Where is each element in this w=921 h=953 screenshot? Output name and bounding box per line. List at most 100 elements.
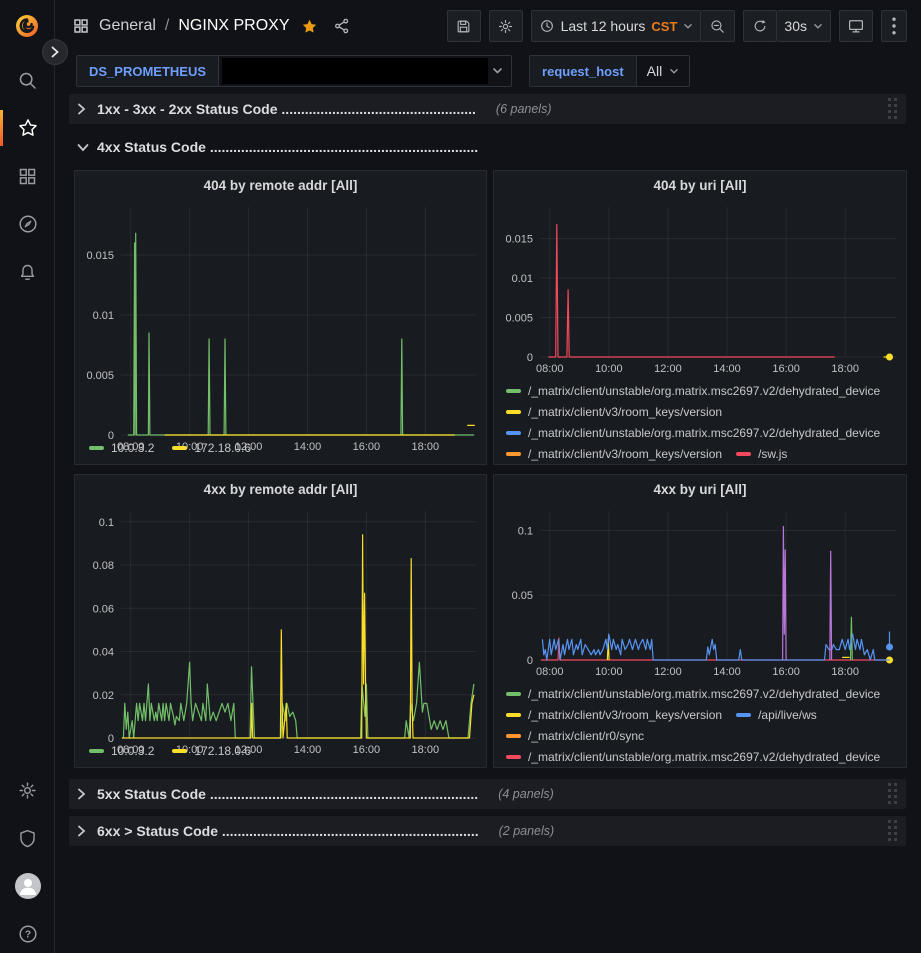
- legend-item[interactable]: /_matrix/client/unstable/org.matrix.msc2…: [506, 683, 880, 704]
- panel-title[interactable]: 4xx by remote addr [All]: [203, 481, 358, 497]
- save-icon: [457, 20, 470, 32]
- chevron-down-icon: [684, 23, 693, 29]
- variable-host-value-dropdown[interactable]: All: [636, 55, 691, 87]
- variable-ds-label[interactable]: DS_PROMETHEUS: [76, 55, 220, 87]
- legend-color-swatch: [736, 712, 752, 717]
- chevron-down-icon: [493, 68, 502, 74]
- legend-item[interactable]: /_matrix/client/unstable/org.matrix.msc2…: [506, 380, 880, 401]
- legend-item[interactable]: 10.0.3.2: [89, 437, 154, 458]
- share-icon[interactable]: [333, 17, 351, 35]
- svg-text:16:00: 16:00: [353, 744, 381, 756]
- sidebar-item-alerting[interactable]: [0, 250, 55, 294]
- row-title: 4xx Status Code ........................…: [97, 139, 479, 155]
- more-options-button[interactable]: [881, 10, 907, 42]
- sidebar-expand-button[interactable]: [42, 39, 68, 65]
- row-5xx[interactable]: 5xx Status Code ........................…: [69, 779, 906, 809]
- svg-text:12:00: 12:00: [235, 744, 263, 756]
- breadcrumb-separator: /: [164, 17, 170, 34]
- panel-title[interactable]: 4xx by uri [All]: [653, 481, 747, 497]
- compass-icon: [18, 215, 37, 233]
- row-drag-handle[interactable]: [888, 98, 902, 120]
- legend-item[interactable]: /_matrix/client/v3/room_keys/version: [506, 443, 722, 464]
- variable-ds-value-dropdown[interactable]: [219, 55, 513, 87]
- redacted-datasource-value: [222, 58, 489, 84]
- sidebar-item-profile[interactable]: [0, 864, 55, 908]
- row-drag-handle[interactable]: [888, 820, 902, 842]
- legend-label: 172.18.0.6: [194, 440, 252, 455]
- row-panel-count: (2 panels): [498, 824, 555, 838]
- svg-text:14:00: 14:00: [713, 363, 741, 375]
- legend-item[interactable]: 172.18.0.6: [172, 437, 251, 458]
- legend-item[interactable]: /sw.js: [736, 443, 787, 464]
- legend-color-swatch: [736, 451, 752, 456]
- svg-text:12:00: 12:00: [235, 441, 263, 453]
- svg-text:0.015: 0.015: [86, 250, 114, 262]
- sidebar-item-help[interactable]: ?: [0, 912, 55, 953]
- svg-text:16:00: 16:00: [772, 363, 800, 375]
- panel-404-by-uri: 404 by uri [All] 0 0.005 0.01 0.015 08:00 10:…: [493, 170, 907, 465]
- svg-text:08:00: 08:00: [536, 363, 564, 375]
- svg-text:18:00: 18:00: [831, 363, 859, 375]
- legend-item[interactable]: /api/live/ws: [736, 704, 817, 725]
- sidebar-item-starred[interactable]: [0, 106, 55, 150]
- dashboard-settings-button[interactable]: [488, 10, 523, 42]
- chevron-right-icon: [77, 825, 89, 837]
- zoom-out-time-button[interactable]: [701, 10, 736, 42]
- sidebar-item-dashboards[interactable]: [0, 154, 55, 198]
- svg-text:0.1: 0.1: [99, 517, 114, 529]
- legend-color-swatch: [506, 388, 521, 393]
- breadcrumb: General / NGINX PROXY: [72, 17, 351, 35]
- svg-text:10:00: 10:00: [595, 666, 623, 678]
- variable-host-label[interactable]: request_host: [529, 55, 637, 87]
- svg-text:0.015: 0.015: [505, 234, 533, 246]
- sidebar-item-configuration[interactable]: [0, 768, 55, 812]
- refresh-button[interactable]: [743, 10, 778, 42]
- legend-item[interactable]: /_matrix/client/v3/room_keys/version: [506, 401, 722, 422]
- chevron-right-icon: [77, 788, 89, 800]
- row-6xx[interactable]: 6xx > Status Code ......................…: [69, 816, 906, 846]
- svg-text:18:00: 18:00: [412, 441, 440, 453]
- shield-icon: [20, 829, 35, 847]
- legend-color-swatch: [506, 691, 521, 696]
- monitor-icon: [849, 20, 863, 33]
- timeseries-chart[interactable]: 0 0.005 0.01 0.015 08:00 10:00 12:00 14:00 16:00…: [494, 199, 906, 378]
- legend-item[interactable]: /_matrix/client/v3/room_keys/version: [506, 704, 722, 725]
- save-dashboard-button[interactable]: [446, 10, 481, 42]
- legend-color-swatch: [172, 748, 188, 753]
- sidebar-item-server-admin[interactable]: [0, 816, 55, 860]
- favorite-star-icon[interactable]: [301, 18, 318, 35]
- tv-mode-button[interactable]: [839, 10, 873, 42]
- time-range-picker[interactable]: Last 12 hours CST: [530, 10, 702, 42]
- legend-item[interactable]: /_matrix/client/unstable/org.matrix.msc2…: [506, 422, 880, 443]
- dashboard-title[interactable]: NGINX PROXY: [178, 17, 290, 34]
- dashboards-grid-icon[interactable]: [72, 17, 90, 35]
- timeseries-chart[interactable]: 0 0.05 0.1 08:00 10:00 12:00 14:00 16:00 18:00: [494, 503, 906, 681]
- timeseries-chart[interactable]: 0 0.005 0.01 0.015 08:00 10:00 12:00 14:00 16:00…: [75, 199, 486, 453]
- gear-icon: [19, 781, 36, 799]
- row-panel-count: (6 panels): [495, 102, 552, 116]
- row-4xx[interactable]: 4xx Status Code ........................…: [69, 132, 906, 162]
- legend-color-swatch: [506, 754, 521, 759]
- panel-title[interactable]: 404 by uri [All]: [653, 177, 747, 193]
- refresh-interval-label: 30s: [784, 18, 807, 34]
- legend-label: 172.18.0.6: [194, 743, 252, 758]
- refresh-interval-picker[interactable]: 30s: [777, 10, 831, 42]
- row-drag-handle[interactable]: [888, 783, 902, 805]
- sidebar-item-explore[interactable]: [0, 202, 55, 246]
- svg-text:0.005: 0.005: [86, 370, 114, 382]
- breadcrumb-folder[interactable]: General: [99, 17, 156, 34]
- svg-text:0: 0: [108, 430, 114, 442]
- panel-title[interactable]: 404 by remote addr [All]: [203, 177, 358, 193]
- timeseries-chart[interactable]: 0 0.02 0.04 0.06 0.08 0.1 08:00 10:00 12:00 14:00…: [75, 503, 486, 756]
- legend-item[interactable]: /_matrix/client/unstable/org.matrix.msc2…: [506, 746, 880, 767]
- legend-item[interactable]: 10.0.3.2: [89, 740, 154, 761]
- row-1xx-3xx-2xx[interactable]: 1xx - 3xx - 2xx Status Code ............…: [69, 94, 906, 124]
- sidebar-item-search[interactable]: [0, 58, 55, 102]
- grafana-logo[interactable]: [13, 12, 41, 40]
- svg-text:0.08: 0.08: [93, 560, 114, 572]
- legend-item[interactable]: 172.18.0.6: [172, 740, 251, 761]
- chart-legend: /_matrix/client/unstable/org.matrix.msc2…: [494, 681, 906, 767]
- legend-item[interactable]: /_matrix/client/r0/sync: [506, 725, 644, 746]
- svg-text:0.05: 0.05: [512, 590, 533, 602]
- dashboard-content: 1xx - 3xx - 2xx Status Code ............…: [56, 90, 921, 953]
